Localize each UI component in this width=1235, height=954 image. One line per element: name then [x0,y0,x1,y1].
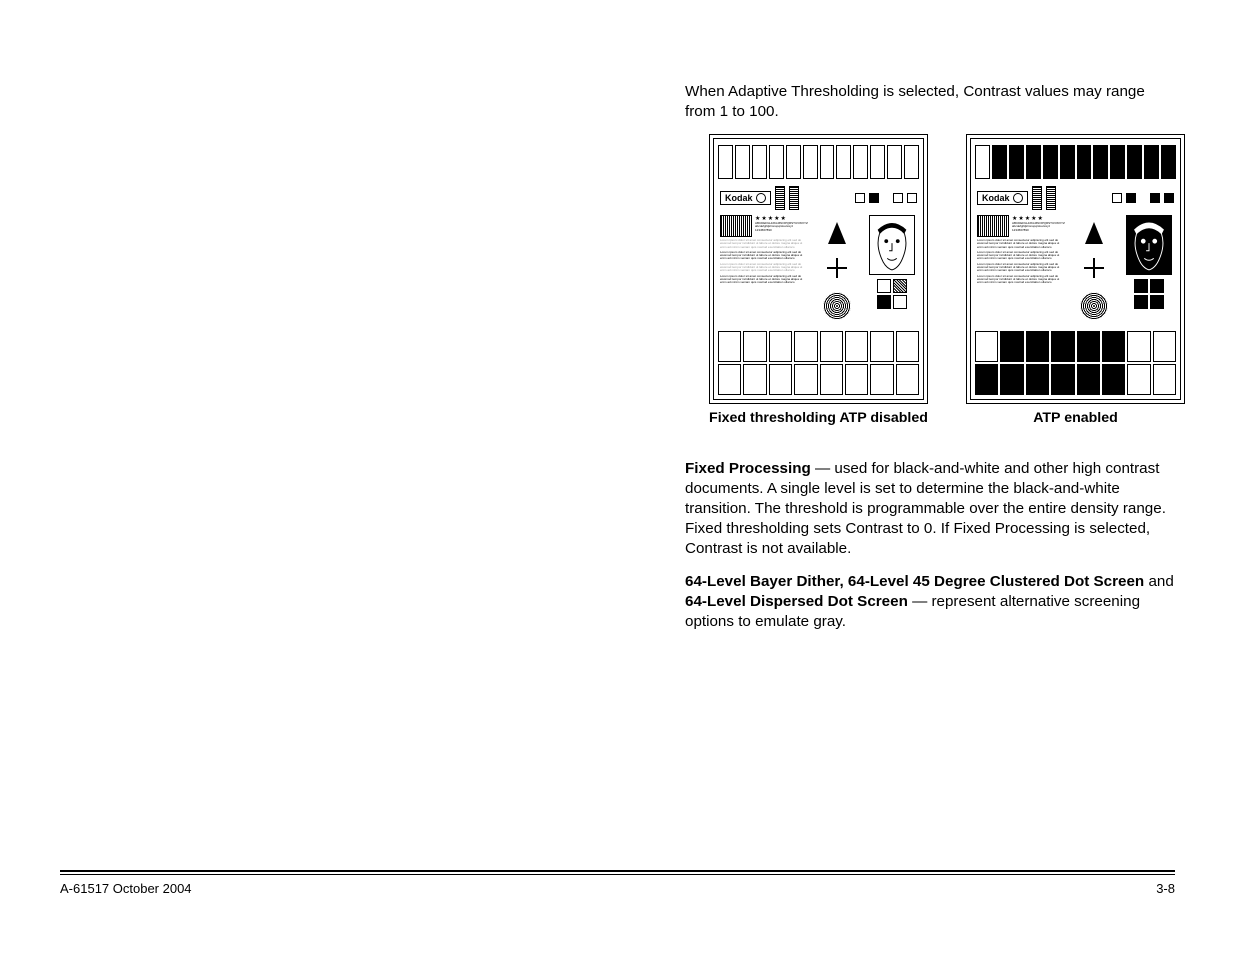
page-footer: A-61517 October 2004 3-8 [60,870,1175,896]
footer-rule [60,870,1175,872]
cross-target [1084,258,1104,278]
wedge-target [1085,222,1103,244]
kodak-row: Kodak [720,185,917,211]
kodak-label: Kodak [725,194,753,203]
intro-text: When Adaptive Thresholding is selected, … [685,82,1179,122]
barcode [977,215,1009,237]
face-icon [1127,216,1171,274]
patch [855,193,865,203]
mid-region: ★★★★★ ABCDEFGHIJKLMNOPQRSTUVWXYZ abcdefg… [720,215,917,327]
cross-target [827,258,847,278]
footer-doc-id: A-61517 October 2004 [60,881,192,896]
figures-row: Kodak [709,134,1185,428]
stars: ★★★★★ [755,215,808,222]
patch [907,193,917,203]
fixed-processing-label: Fixed Processing [685,460,811,477]
targets [812,215,863,327]
page: When Adaptive Thresholding is selected, … [0,0,1235,954]
figure-atp-disabled-caption: Fixed thresholding ATP disabled [709,410,928,428]
test-chart: Kodak [970,138,1181,400]
resolution-ladder [1046,186,1056,210]
nums: 1234567890 [755,229,808,232]
figure-atp-disabled-image: Kodak [709,134,928,404]
kodak-label: Kodak [982,194,1010,203]
footer-page-number: 3-8 [1156,881,1175,896]
lorem: Lorem ipsum dolor sit amet consectetur a… [720,251,808,261]
patch [1112,193,1122,203]
gray-ramp [718,145,919,179]
barcode [720,215,752,237]
portrait-col [866,215,917,327]
lorem: Lorem ipsum dolor sit amet consectetur a… [977,251,1065,261]
patch [1164,193,1174,203]
patch [893,193,903,203]
pattern-grid [1134,279,1164,309]
dither-text: 64-Level Bayer Dither, 64-Level 45 Degre… [685,572,1183,632]
fixed-processing-text: Fixed Processing — used for black-and-wh… [685,459,1183,559]
radial-target [1080,292,1108,320]
portrait-col [1123,215,1174,327]
dither-bold-2: 64-Level Dispersed Dot Screen [685,593,908,610]
radial-target [823,292,851,320]
mid-region: ★★★★★ ABCDEFGHIJKLMNOPQRSTUVWXYZ abcdefg… [977,215,1174,327]
figure-atp-enabled-caption: ATP enabled [966,410,1185,428]
face-icon [870,216,914,274]
text-samples: ★★★★★ ABCDEFGHIJKLMNOPQRSTUVWXYZ abcdefg… [977,215,1065,327]
patch [869,193,879,203]
text-samples: ★★★★★ ABCDEFGHIJKLMNOPQRSTUVWXYZ abcdefg… [720,215,808,327]
fixed-processing-paragraph: Fixed Processing — used for black-and-wh… [685,459,1183,559]
gray-ramp [975,145,1176,179]
portrait [1126,215,1172,275]
resolution-ladder [1032,186,1042,210]
lorem: Lorem ipsum dolor sit amet consectetur a… [977,239,1065,249]
figure-atp-enabled-image: Kodak [966,134,1185,404]
figure-atp-enabled: Kodak [966,134,1185,428]
kodak-logo: Kodak [977,191,1028,205]
kodak-logo: Kodak [720,191,771,205]
patch [1150,193,1160,203]
targets [1069,215,1120,327]
kodak-row: Kodak [977,185,1174,211]
stars: ★★★★★ [1012,215,1065,222]
wedge-target [828,222,846,244]
nums: 1234567890 [1012,229,1065,232]
lorem: Lorem ipsum dolor sit amet consectetur a… [720,239,808,249]
bottom-patches [975,331,1176,395]
footer-text-row: A-61517 October 2004 3-8 [60,881,1175,896]
resolution-ladder [789,186,799,210]
intro-paragraph: When Adaptive Thresholding is selected, … [685,82,1179,122]
footer-rule [60,874,1175,875]
dither-mid: and [1144,573,1174,590]
dither-bold-1: 64-Level Bayer Dither, 64-Level 45 Degre… [685,573,1144,590]
figure-atp-disabled: Kodak [709,134,928,428]
bottom-patches [718,331,919,395]
portrait [869,215,915,275]
dither-paragraph: 64-Level Bayer Dither, 64-Level 45 Degre… [685,572,1183,632]
lorem: Lorem ipsum dolor sit amet consectetur a… [720,263,808,273]
resolution-ladder [775,186,785,210]
lorem: Lorem ipsum dolor sit amet consectetur a… [977,275,1065,285]
test-chart: Kodak [713,138,924,400]
lorem: Lorem ipsum dolor sit amet consectetur a… [720,275,808,285]
lorem: Lorem ipsum dolor sit amet consectetur a… [977,263,1065,273]
patch [1126,193,1136,203]
pattern-grid [877,279,907,309]
